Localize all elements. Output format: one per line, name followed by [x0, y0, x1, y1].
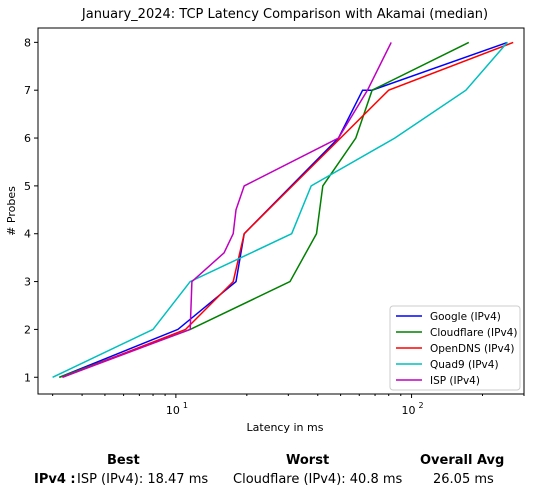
best-value: ISP (IPv4): 18.47 ms [77, 472, 209, 487]
legend: Google (IPv4) Cloudflare (IPv4) OpenDNS (I… [389, 305, 521, 391]
legend-label: Google (IPv4) [430, 311, 501, 323]
ipv4-row-label: IPv4 : [34, 472, 76, 487]
x-axis: 10 1 10 2 [52, 394, 525, 417]
best-header: Best [107, 453, 140, 468]
plot-frame [37, 27, 525, 395]
series-line-5 [62, 42, 392, 379]
worst-value: Cloudflare (IPv4): 40.8 ms [233, 472, 403, 487]
latency-chart: January_2024: TCP Latency Comparison wit… [5, 7, 525, 434]
y-tick-label: 6 [24, 132, 31, 145]
legend-label: Cloudflare (IPv4) [430, 327, 517, 339]
series-line-4 [52, 41, 508, 378]
y-tick-label: 5 [24, 180, 31, 193]
legend-label: OpenDNS (IPv4) [430, 343, 515, 355]
y-tick-label: 1 [24, 371, 31, 384]
x-tick-label: 10 [166, 404, 180, 417]
x-tick-label: 10 [402, 404, 416, 417]
y-axis: 1 2 3 4 5 6 7 8 [24, 36, 38, 384]
legend-box [389, 305, 521, 391]
series-line-2 [59, 41, 470, 379]
y-tick-label: 2 [24, 323, 31, 336]
x-axis-label: Latency in ms [247, 421, 324, 434]
series-layer [52, 41, 514, 379]
worst-header: Worst [286, 453, 330, 468]
legend-label: ISP (IPv4) [430, 375, 480, 387]
x-tick-exponent: 2 [419, 401, 424, 410]
y-tick-label: 7 [24, 84, 31, 97]
y-tick-label: 3 [24, 276, 31, 289]
x-tick-exponent: 1 [183, 401, 188, 410]
series-line-3 [62, 41, 514, 378]
chart-title: January_2024: TCP Latency Comparison wit… [81, 7, 488, 22]
y-axis-label: # Probes [5, 186, 18, 236]
overall-avg-header: Overall Avg [420, 453, 505, 468]
legend-label: Quad9 (IPv4) [430, 359, 499, 371]
y-tick-label: 8 [24, 36, 31, 49]
overall-avg-value: 26.05 ms [433, 472, 494, 487]
y-tick-label: 4 [24, 228, 31, 241]
